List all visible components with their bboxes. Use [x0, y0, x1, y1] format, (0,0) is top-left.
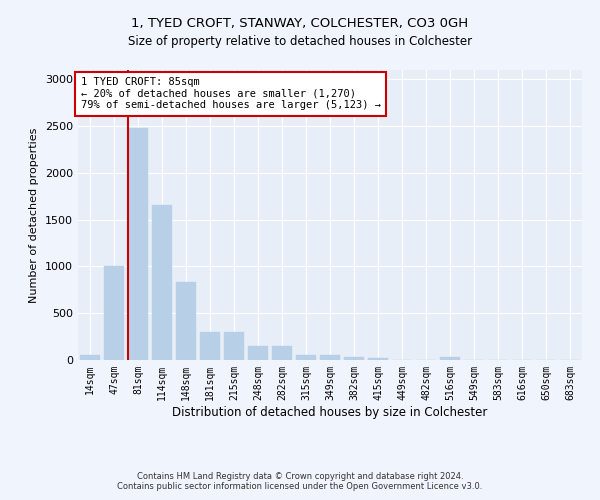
Bar [152, 204, 172, 360]
Bar [176, 282, 196, 360]
Text: Contains HM Land Registry data © Crown copyright and database right 2024.: Contains HM Land Registry data © Crown c… [137, 472, 463, 481]
Bar [200, 332, 220, 360]
Bar [320, 356, 340, 360]
Bar [440, 358, 460, 360]
Text: Contains public sector information licensed under the Open Government Licence v3: Contains public sector information licen… [118, 482, 482, 491]
Bar [104, 266, 124, 360]
X-axis label: Distribution of detached houses by size in Colchester: Distribution of detached houses by size … [172, 406, 488, 418]
Bar [296, 356, 316, 360]
Bar [368, 358, 388, 360]
Text: 1 TYED CROFT: 85sqm
← 20% of detached houses are smaller (1,270)
79% of semi-det: 1 TYED CROFT: 85sqm ← 20% of detached ho… [80, 77, 380, 110]
Bar [248, 346, 268, 360]
Text: Size of property relative to detached houses in Colchester: Size of property relative to detached ho… [128, 35, 472, 48]
Text: 1, TYED CROFT, STANWAY, COLCHESTER, CO3 0GH: 1, TYED CROFT, STANWAY, COLCHESTER, CO3 … [131, 18, 469, 30]
Bar [128, 128, 148, 360]
Bar [272, 346, 292, 360]
Bar [344, 357, 364, 360]
Y-axis label: Number of detached properties: Number of detached properties [29, 128, 40, 302]
Bar [80, 356, 100, 360]
Bar [224, 332, 244, 360]
